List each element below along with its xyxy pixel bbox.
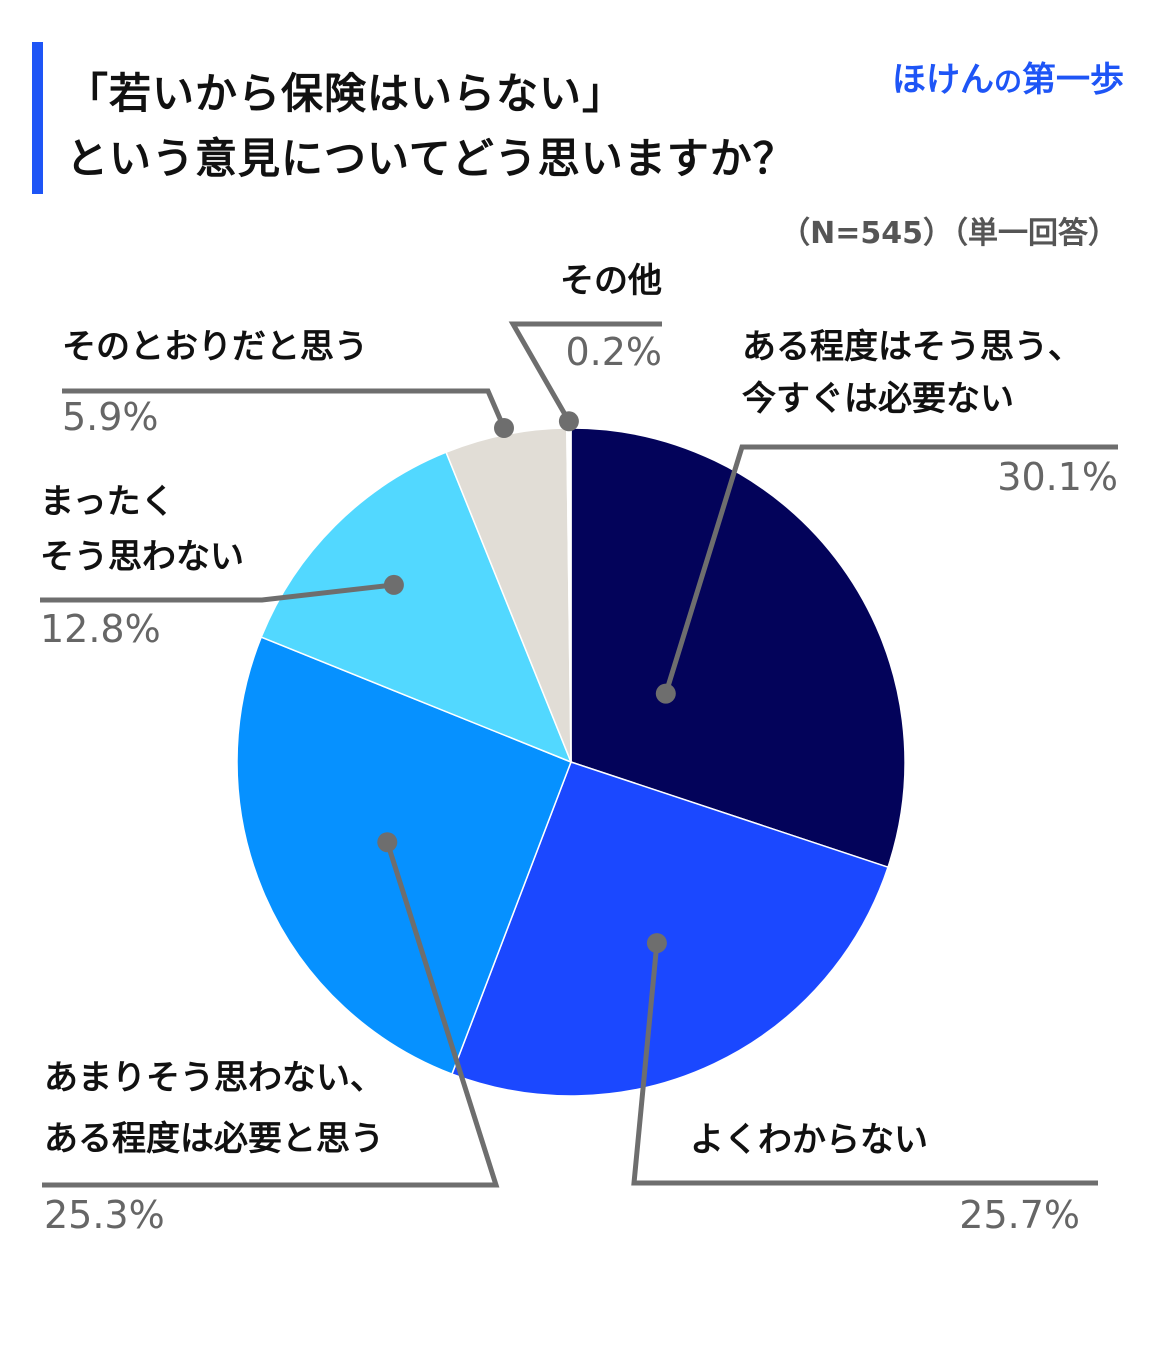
slice-label-fully-agree-line-1: そのとおりだと思う (62, 327, 368, 367)
slice-label-somewhat-disagree-line-2: ある程度は必要と思う (44, 1119, 384, 1159)
leader-line-strongly-disagree (40, 582, 395, 603)
leader-line-somewhat-disagree (42, 841, 500, 1188)
slice-labels: ある程度はそう思う、今すぐは必要ない 30.1% よくわからない 25.7% あまりそう… (40, 261, 1118, 1237)
leader-dot-dont-know (646, 933, 667, 954)
slice-label-strongly-disagree-line-2: そう思わない (40, 537, 244, 577)
slice-value-strongly-disagree: 12.8% (40, 607, 161, 651)
slice-label-strongly-disagree-line-1: まったく (40, 482, 175, 522)
slice-value-dont-know: 25.7% (959, 1193, 1080, 1237)
brand-logo-part-3: 第一歩 (1022, 60, 1124, 100)
brand-logo-part-2: の (993, 65, 1022, 98)
leader-lines (40, 321, 1118, 1188)
leader-line-other (508, 321, 662, 423)
chart-title-line-1: 「若いから保険はいらない」 (66, 69, 626, 118)
leader-line-dont-know (631, 942, 1098, 1186)
pie-slice-somewhat-agree (570, 427, 906, 869)
brand-logo: ほけんの第一歩 (892, 52, 1124, 101)
chart-title-line-2: という意見についてどう思いますか？ (66, 134, 796, 183)
leader-dot-other (558, 411, 579, 432)
slice-value-other: 0.2% (565, 330, 662, 374)
slice-label-dont-know-line-1: よくわからない (690, 1120, 928, 1160)
leader-dot-somewhat-agree (655, 683, 676, 704)
slice-value-fully-agree: 5.9% (62, 395, 159, 439)
leader-dot-somewhat-disagree (377, 832, 398, 853)
pie-slices (236, 427, 906, 1097)
slice-label-somewhat-agree-line-2: 今すぐは必要ない (742, 379, 1014, 419)
slice-label-other-line-1: その他 (560, 261, 662, 301)
brand-logo-part-1: ほけん (891, 60, 994, 100)
sample-size-note: （N=545）（単一回答） (780, 216, 1118, 251)
slice-label-somewhat-agree-line-1: ある程度はそう思う、 (742, 327, 1082, 367)
slice-value-somewhat-agree: 30.1% (997, 455, 1118, 499)
title-accent-bar (32, 42, 43, 194)
leader-dot-strongly-disagree (383, 574, 404, 595)
leader-dot-fully-agree (494, 418, 514, 438)
slice-value-somewhat-disagree: 25.3% (44, 1193, 165, 1237)
pie-slice-strongly-disagree (260, 451, 573, 764)
leader-line-somewhat-agree (663, 444, 1118, 695)
slice-label-somewhat-disagree-line-1: あまりそう思わない、 (44, 1058, 384, 1098)
pie-slice-somewhat-disagree (236, 636, 572, 1076)
pie-slice-dont-know (450, 761, 889, 1097)
leader-line-fully-agree (62, 388, 507, 429)
